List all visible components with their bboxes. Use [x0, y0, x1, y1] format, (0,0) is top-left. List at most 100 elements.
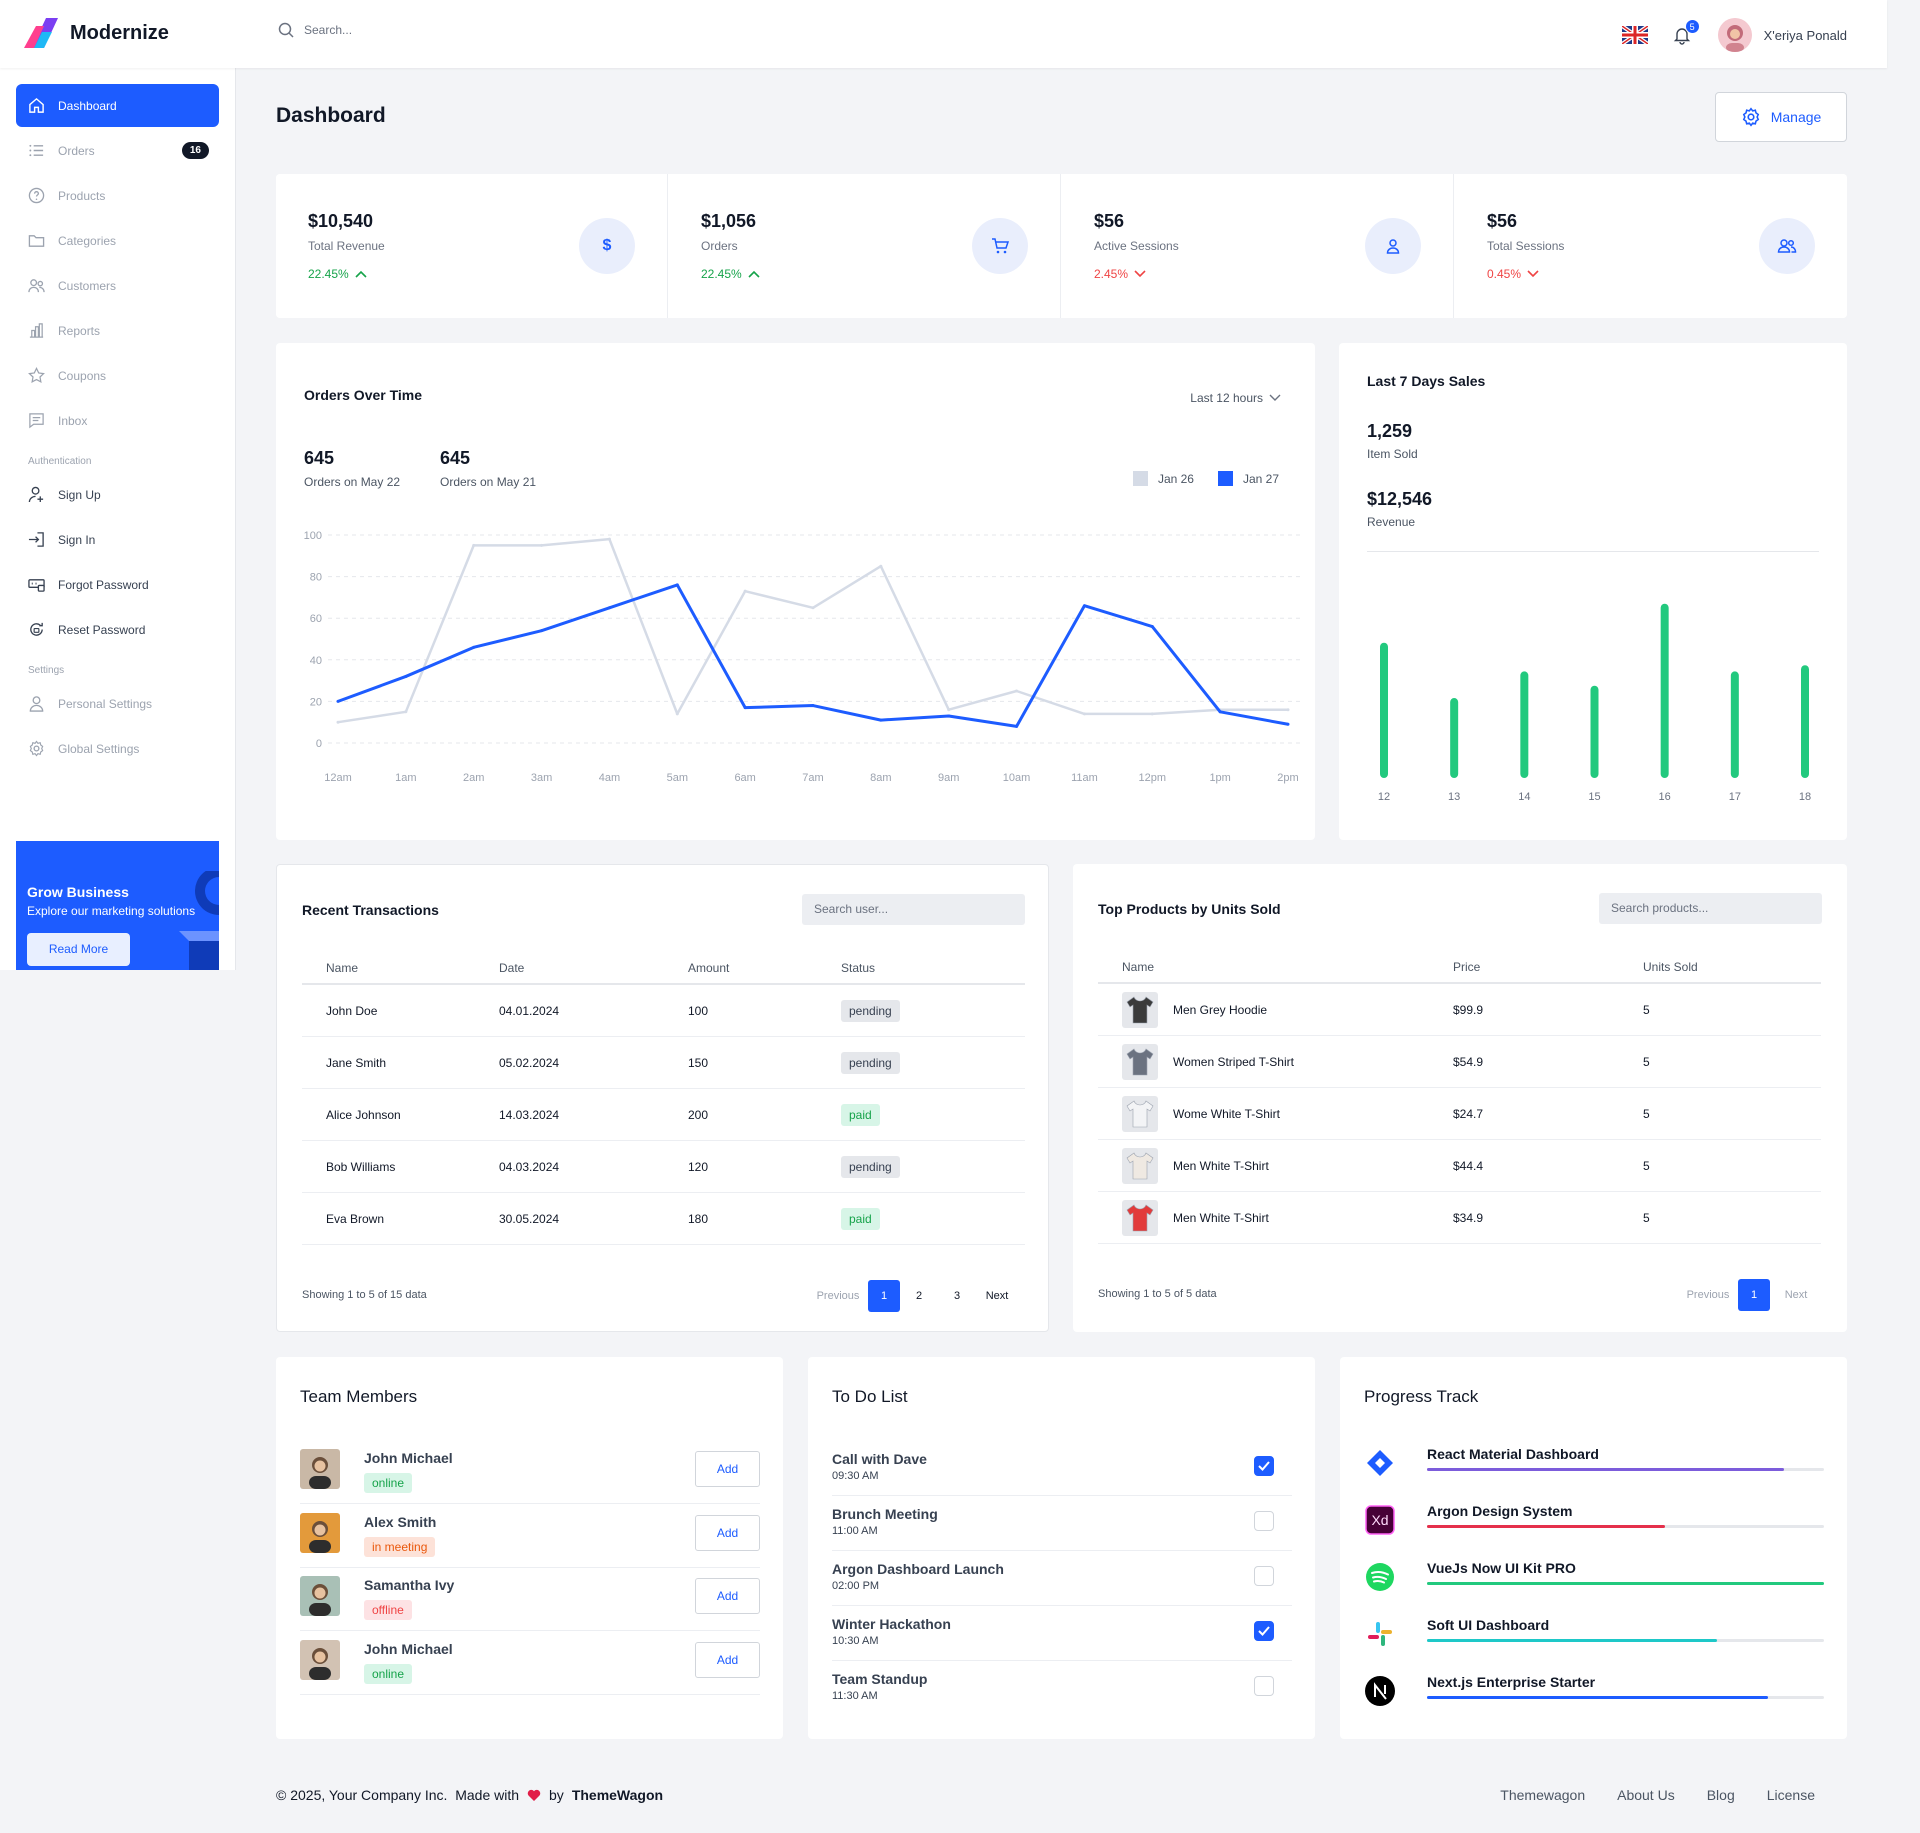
sidebar-item-dashboard[interactable]: Dashboard	[16, 84, 219, 127]
bar-17[interactable]	[1730, 671, 1739, 778]
table-row[interactable]: Women Striped T-Shirt $54.9 5	[1098, 1036, 1821, 1088]
sidebar-item-inbox[interactable]: Inbox	[16, 399, 219, 442]
add-member-button[interactable]: Add	[695, 1514, 760, 1551]
footer-link-about-us[interactable]: About Us	[1617, 1787, 1675, 1803]
manage-button[interactable]: Manage	[1715, 92, 1847, 142]
sidebar-item-customers[interactable]: Customers	[16, 264, 219, 307]
table-row[interactable]: Men White T-Shirt $34.9 5	[1098, 1192, 1821, 1244]
uk-flag-icon[interactable]	[1621, 26, 1648, 44]
column-header[interactable]: Amount	[688, 961, 730, 975]
bar-15[interactable]	[1590, 685, 1599, 778]
search-placeholder[interactable]: Search...	[304, 23, 353, 37]
bar-18[interactable]	[1801, 665, 1809, 778]
add-member-button[interactable]: Add	[695, 1451, 760, 1487]
data-point[interactable]	[1082, 604, 1086, 608]
table-row[interactable]: Men White T-Shirt $44.4 5	[1098, 1140, 1821, 1192]
todo-checkbox[interactable]	[1254, 1676, 1274, 1696]
data-point[interactable]	[675, 583, 679, 587]
user-avatar[interactable]	[1717, 18, 1752, 52]
column-header[interactable]: Name	[326, 961, 359, 975]
footer-link-themewagon[interactable]: Themewagon	[1500, 1787, 1586, 1803]
data-point[interactable]	[1150, 712, 1154, 716]
column-header[interactable]: Status	[841, 961, 876, 975]
table-row[interactable]: Wome White T-Shirt $24.7 5	[1098, 1088, 1821, 1140]
read-more-button[interactable]: Read More	[27, 933, 130, 966]
data-point[interactable]	[879, 718, 883, 722]
data-point[interactable]	[879, 564, 883, 568]
column-header[interactable]: Name	[1122, 960, 1155, 974]
global-search[interactable]: Search...	[278, 22, 352, 38]
column-header[interactable]: Date	[499, 961, 525, 975]
search-products-input[interactable]: Search products...	[1599, 893, 1822, 924]
sidebar-item-global-settings[interactable]: Global Settings	[16, 727, 219, 770]
column-header[interactable]: Units Sold	[1643, 960, 1698, 974]
sidebar-item-categories[interactable]: Categories	[16, 219, 219, 262]
user-name[interactable]: X'eriya Ponald	[1763, 27, 1847, 43]
sidebar-item-personal-settings[interactable]: Personal Settings	[16, 682, 219, 725]
data-point[interactable]	[743, 589, 747, 593]
footer-link-license[interactable]: License	[1766, 1787, 1815, 1803]
todo-checkbox[interactable]	[1254, 1456, 1274, 1476]
data-point[interactable]	[336, 720, 340, 724]
data-point[interactable]	[607, 537, 611, 541]
data-point[interactable]	[1218, 710, 1222, 714]
sidebar-item-sign-up[interactable]: Sign Up	[16, 473, 219, 516]
todo-checkbox[interactable]	[1254, 1566, 1274, 1586]
data-point[interactable]	[1015, 689, 1019, 693]
brand-logo[interactable]: Modernize	[24, 18, 169, 48]
data-point[interactable]	[1286, 722, 1290, 726]
column-header[interactable]: Price	[1453, 960, 1481, 974]
table-row[interactable]: Jane Smith 05.02.2024 150 pending	[302, 1037, 1025, 1089]
time-range-dropdown[interactable]: Last 12 hours	[1190, 391, 1281, 405]
bar-16[interactable]	[1660, 603, 1669, 778]
bar-12[interactable]	[1380, 642, 1388, 778]
table-row[interactable]: Bob Williams 04.03.2024 120 pending	[302, 1141, 1025, 1193]
data-point[interactable]	[947, 714, 951, 718]
todo-checkbox[interactable]	[1254, 1621, 1274, 1641]
data-point[interactable]	[336, 699, 340, 703]
data-point[interactable]	[1015, 724, 1019, 728]
sidebar-item-products[interactable]: Products	[16, 174, 219, 217]
table-row[interactable]: John Doe 04.01.2024 100 pending	[302, 985, 1025, 1037]
data-point[interactable]	[675, 712, 679, 716]
todo-checkbox[interactable]	[1254, 1511, 1274, 1531]
page-2-button[interactable]: 2	[915, 1290, 923, 1302]
page-1-button[interactable]: 1	[868, 1280, 900, 1312]
previous-button[interactable]: Previous	[1686, 1289, 1730, 1301]
sidebar-item-coupons[interactable]: Coupons	[16, 354, 219, 397]
add-member-button[interactable]: Add	[695, 1578, 760, 1614]
search-user-input[interactable]: Search user...	[802, 894, 1025, 925]
table-row[interactable]: Eva Brown 30.05.2024 180 paid	[302, 1193, 1025, 1245]
sidebar-item-reset-password[interactable]: Reset Password	[16, 608, 219, 651]
data-point[interactable]	[472, 645, 476, 649]
company-link[interactable]: ThemeWagon	[571, 1787, 664, 1803]
sidebar-item-sign-in[interactable]: Sign In	[16, 518, 219, 561]
next-button[interactable]: Next	[1784, 1289, 1808, 1301]
previous-button[interactable]: Previous	[816, 1290, 860, 1302]
next-button[interactable]: Next	[985, 1290, 1009, 1302]
page-1-button[interactable]: 1	[1738, 1279, 1770, 1311]
sidebar-item-reports[interactable]: Reports	[16, 309, 219, 352]
footer-link-blog[interactable]: Blog	[1706, 1787, 1735, 1803]
series-line-jan-26[interactable]	[337, 537, 1288, 724]
data-point[interactable]	[607, 606, 611, 610]
data-point[interactable]	[404, 674, 408, 678]
data-point[interactable]	[1150, 625, 1154, 629]
data-point[interactable]	[540, 629, 544, 633]
data-point[interactable]	[811, 704, 815, 708]
bar-13[interactable]	[1450, 698, 1459, 778]
data-point[interactable]	[472, 543, 476, 547]
table-row[interactable]: Men Grey Hoodie $99.9 5	[1098, 984, 1821, 1036]
notifications-button[interactable]: 5	[1672, 19, 1700, 45]
sidebar-item-forgot-password[interactable]: Forgot Password	[16, 563, 219, 606]
bar-14[interactable]	[1520, 671, 1529, 778]
data-point[interactable]	[1286, 708, 1290, 712]
add-member-button[interactable]: Add	[695, 1641, 760, 1678]
data-point[interactable]	[1082, 712, 1086, 716]
data-point[interactable]	[404, 710, 408, 714]
page-3-button[interactable]: 3	[953, 1290, 961, 1302]
data-point[interactable]	[743, 706, 747, 710]
table-row[interactable]: Alice Johnson 14.03.2024 200 paid	[302, 1089, 1025, 1141]
sidebar-item-orders[interactable]: Orders 16	[16, 129, 219, 172]
data-point[interactable]	[811, 606, 815, 610]
